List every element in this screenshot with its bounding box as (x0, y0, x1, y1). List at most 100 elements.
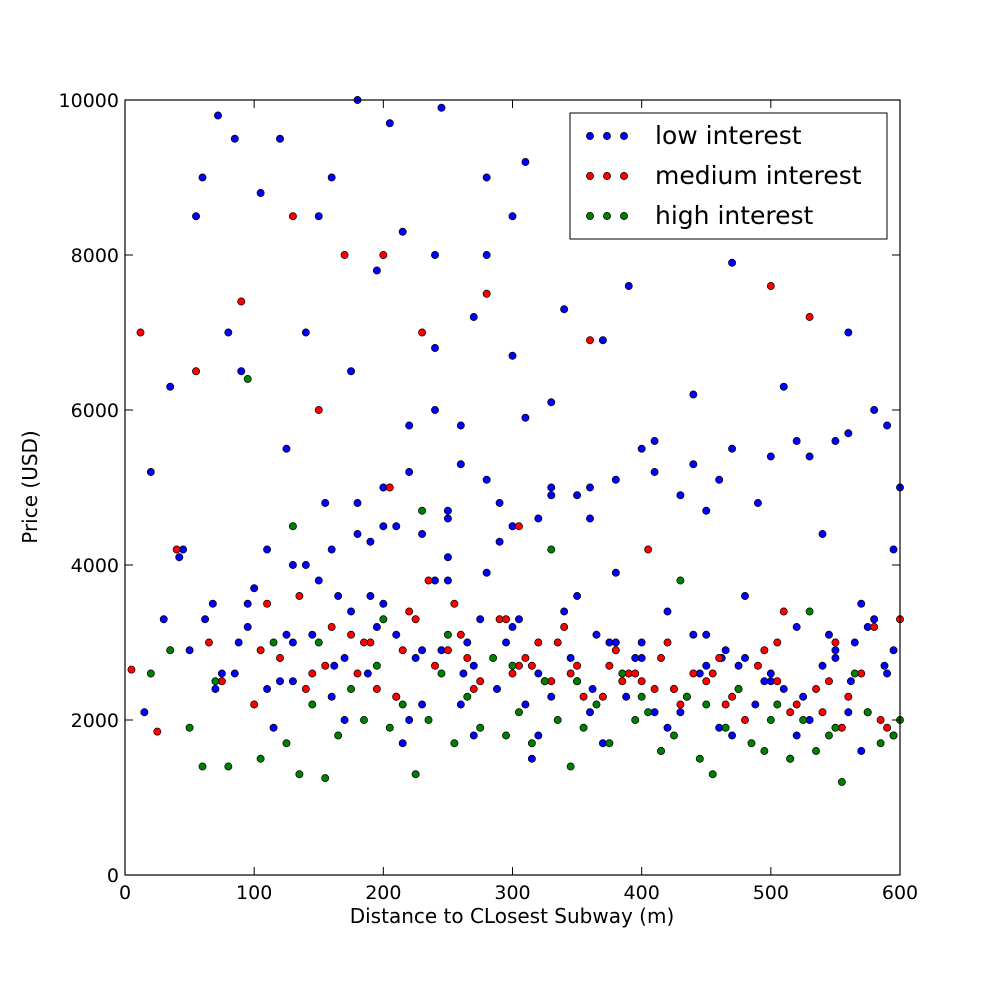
point-series-0 (702, 661, 711, 670)
point-series-1 (288, 212, 297, 221)
point-series-2 (198, 762, 207, 771)
point-series-1 (670, 685, 678, 693)
point-series-0 (760, 677, 769, 686)
point-series-0 (508, 623, 517, 631)
point-series-1 (476, 677, 485, 686)
point-series-0 (327, 545, 336, 554)
point-series-1 (424, 576, 433, 585)
point-series-0 (521, 700, 530, 709)
point-series-0 (663, 607, 672, 616)
point-series-0 (327, 692, 336, 701)
legend: low interest medium interest high interest (569, 112, 888, 240)
point-series-0 (443, 553, 452, 562)
point-series-0 (495, 499, 504, 507)
point-series-0 (392, 630, 401, 639)
point-series-0 (857, 599, 866, 608)
point-series-0 (334, 592, 343, 600)
point-series-0 (883, 421, 892, 430)
point-series-1 (644, 545, 653, 554)
point-series-1 (502, 615, 510, 624)
point-series-0 (766, 669, 775, 678)
point-series-1 (276, 654, 284, 662)
point-series-1 (256, 646, 265, 655)
legend-entry: high interest (655, 201, 814, 230)
point-series-0 (844, 328, 853, 337)
point-series-2 (637, 692, 646, 701)
point-series-1 (721, 700, 730, 709)
point-series-0 (379, 599, 388, 608)
point-series-2 (566, 762, 575, 771)
point-series-1 (831, 638, 840, 647)
point-series-0 (850, 638, 859, 647)
point-series-0 (418, 530, 427, 538)
point-series-1 (779, 607, 788, 616)
point-series-0 (831, 654, 840, 662)
ticks-layer: 0 100 200 300 400 500 600020004000600080001000… (59, 90, 919, 904)
point-series-0 (676, 708, 685, 717)
point-series-0 (799, 692, 808, 701)
point-series-1 (605, 661, 614, 670)
point-series-2 (508, 661, 517, 670)
point-series-0 (243, 623, 252, 631)
point-series-2 (243, 375, 252, 383)
point-series-1 (812, 685, 820, 693)
point-series-0 (230, 669, 239, 678)
point-series-2 (314, 638, 323, 647)
point-series-1 (443, 646, 452, 655)
legend-entry: medium interest (655, 161, 862, 190)
point-series-0 (792, 623, 801, 631)
point-series-2 (702, 700, 711, 709)
point-series-0 (689, 390, 698, 399)
point-series-2 (547, 545, 556, 554)
point-series-0 (372, 266, 381, 275)
point-series-0 (398, 227, 407, 236)
point-series-2 (515, 708, 523, 717)
legend-marker (620, 212, 628, 220)
point-series-2 (295, 770, 304, 779)
point-series-0 (818, 530, 827, 538)
point-series-1 (728, 692, 737, 701)
x-tick-label: 400 (624, 882, 660, 904)
point-series-2 (418, 506, 427, 515)
point-series-2 (721, 723, 730, 732)
point-series-2 (863, 708, 872, 717)
point-series-0 (779, 382, 788, 391)
point-series-0 (347, 607, 355, 616)
point-series-0 (443, 506, 452, 515)
point-series-0 (456, 421, 465, 430)
point-series-0 (250, 584, 259, 593)
point-series-2 (321, 774, 330, 783)
point-series-2 (185, 723, 194, 732)
point-series-0 (418, 700, 427, 709)
point-series-0 (327, 173, 336, 182)
point-series-0 (715, 475, 724, 484)
point-series-1 (295, 592, 304, 600)
point-series-0 (175, 553, 184, 562)
point-series-1 (456, 630, 465, 639)
point-series-1 (883, 723, 892, 732)
point-series-1 (340, 251, 349, 259)
legend-marker (603, 132, 611, 140)
point-series-2 (166, 646, 175, 655)
point-series-0 (398, 739, 407, 748)
point-series-0 (779, 685, 788, 693)
point-series-0 (637, 638, 646, 647)
point-series-1 (136, 328, 145, 337)
point-series-0 (663, 723, 672, 732)
point-series-0 (676, 491, 685, 500)
point-series-0 (870, 406, 879, 414)
point-series-2 (308, 700, 317, 709)
point-series-0 (217, 669, 226, 678)
point-series-0 (805, 452, 814, 461)
point-series-0 (314, 576, 323, 585)
point-series-1 (308, 669, 317, 678)
point-series-0 (469, 313, 478, 321)
point-series-0 (276, 134, 284, 143)
point-series-2 (282, 739, 291, 748)
point-series-2 (360, 716, 368, 724)
point-series-0 (469, 661, 478, 670)
point-series-0 (702, 506, 711, 515)
point-series-2 (786, 754, 795, 763)
point-series-2 (876, 739, 885, 748)
point-series-1 (515, 522, 523, 531)
